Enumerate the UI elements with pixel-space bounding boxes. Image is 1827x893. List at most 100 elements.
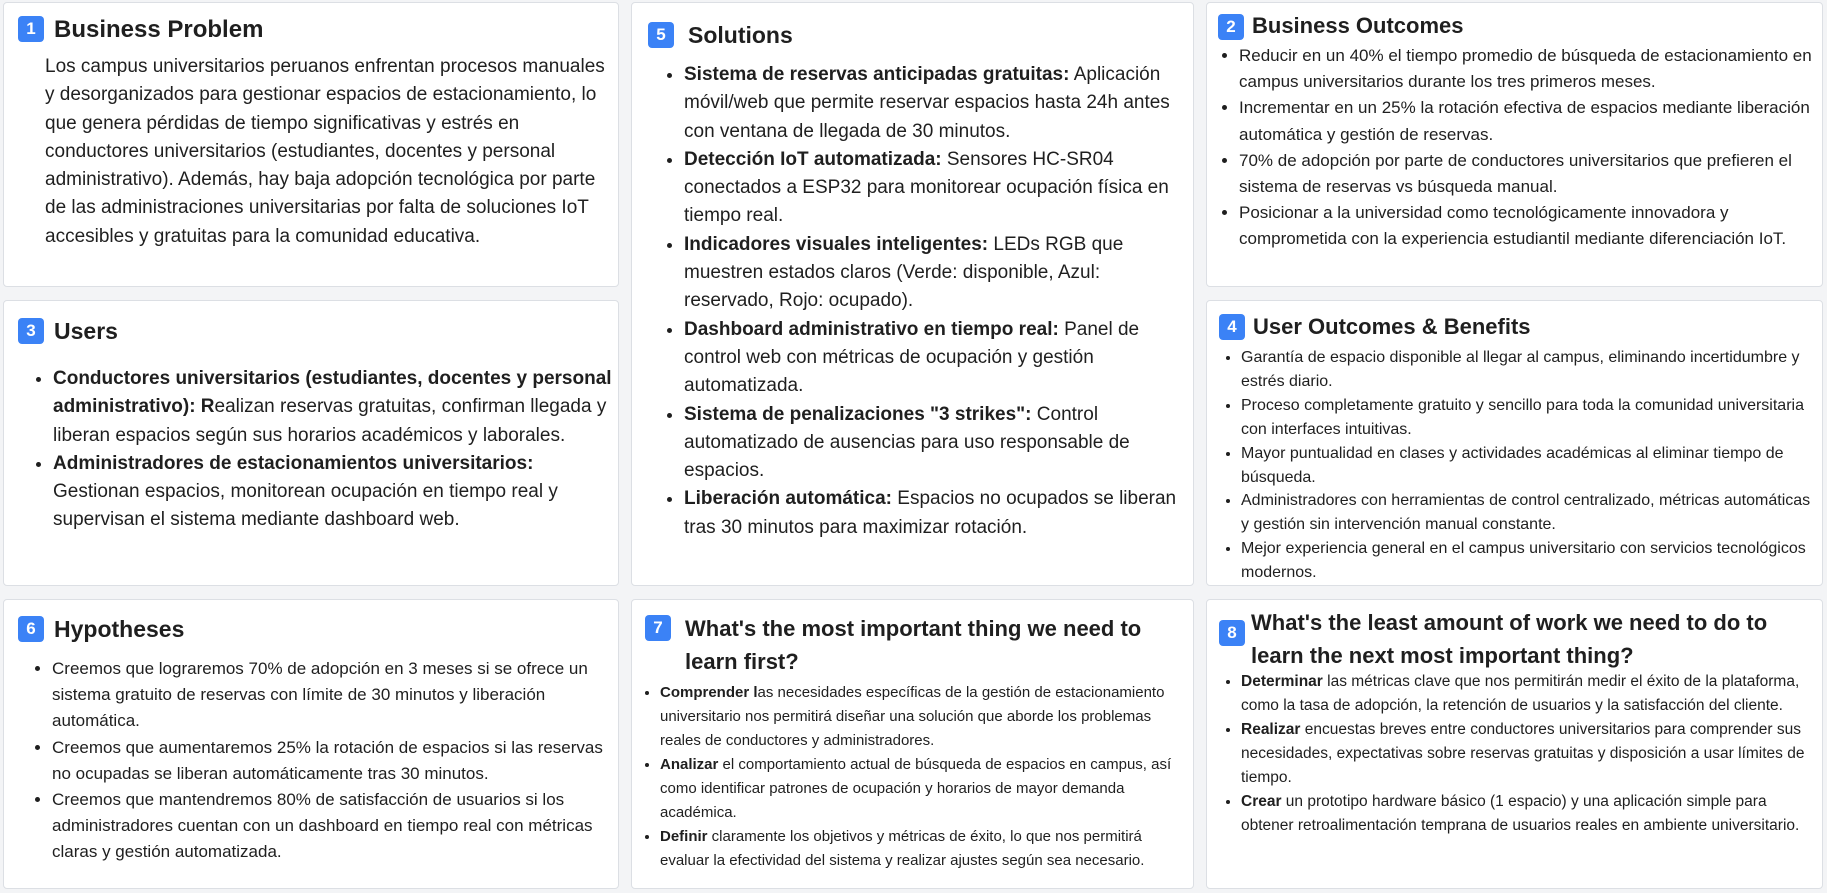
card-users: 3 Users Conductores universitarios (estu… <box>3 300 619 586</box>
card-hypotheses: 6 Hypotheses Creemos que lograremos 70% … <box>3 599 619 889</box>
list-item: Indicadores visuales inteligentes: LEDs … <box>684 231 1185 316</box>
list-item: Proceso completamente gratuito y sencill… <box>1241 394 1818 442</box>
card-title: Business Problem <box>54 16 264 43</box>
item-lead: Analizar <box>660 756 719 773</box>
card-title: User Outcomes & Benefits <box>1253 314 1531 339</box>
item-lead: Indicadores visuales inteligentes: <box>684 233 989 255</box>
card-number-badge: 3 <box>18 318 44 344</box>
user-outcomes-list: Garantía de espacio disponible al llegar… <box>1220 346 1818 585</box>
card-header: 8 What's the least amount of work we nee… <box>1219 606 1809 672</box>
item-text: as necesidades específicas de la gestión… <box>660 684 1165 749</box>
list-item: Mejor experiencia general en el campus u… <box>1241 537 1818 585</box>
card-number-badge: 7 <box>645 615 671 641</box>
card-title: What's the least amount of work we need … <box>1251 610 1768 668</box>
list-item: Analizar el comportamiento actual de bús… <box>660 753 1192 825</box>
card-header: 7 What's the most important thing we nee… <box>645 612 1165 678</box>
item-lead: Conductores universitarios (estudiantes,… <box>53 368 612 418</box>
item-text: el comportamiento actual de búsqueda de … <box>660 756 1172 821</box>
card-body: Comprender las necesidades específicas d… <box>642 681 1192 873</box>
list-item: Creemos que lograremos 70% de adopción e… <box>52 656 611 735</box>
list-item: Incrementar en un 25% la rotación efecti… <box>1239 95 1818 147</box>
item-text: encuestas breves entre conductores unive… <box>1241 721 1805 786</box>
card-least-work: 8 What's the least amount of work we nee… <box>1206 599 1823 889</box>
list-item: Dashboard administrativo en tiempo real:… <box>684 316 1185 401</box>
item-text: ealizan reservas gratuitas, confirman ll… <box>53 396 607 446</box>
item-text: Panel de control web con métricas de ocu… <box>684 318 1140 397</box>
business-outcomes-list: Reducir en un 40% el tiempo promedio de … <box>1218 43 1818 253</box>
list-item: Detección IoT automatizada: Sensores HC-… <box>684 146 1185 231</box>
card-title: Business Outcomes <box>1252 13 1464 38</box>
card-body: Creemos que lograremos 70% de adopción e… <box>31 656 611 866</box>
item-text: Aplicación móvil/web que permite reserva… <box>684 64 1170 142</box>
list-item: 70% de adopción por parte de conductores… <box>1239 148 1818 200</box>
card-header: 6 Hypotheses <box>18 613 184 646</box>
list-item: Determinar las métricas clave que nos pe… <box>1241 670 1820 718</box>
item-lead: Detección IoT automatizada: <box>684 148 942 170</box>
item-lead: Definir <box>660 828 708 845</box>
card-business-problem: 1 Business Problem Los campus universita… <box>3 2 619 287</box>
item-text: Sensores HC-SR04 conectados a ESP32 para… <box>684 148 1169 227</box>
card-number-badge: 1 <box>18 16 44 42</box>
card-header: 1 Business Problem <box>18 13 263 46</box>
item-lead: Comprender l <box>660 684 758 701</box>
least-work-list: Determinar las métricas clave que nos pe… <box>1220 670 1820 838</box>
list-item: Reducir en un 40% el tiempo promedio de … <box>1239 43 1818 95</box>
list-item: Creemos que aumentaremos 25% la rotación… <box>52 735 611 787</box>
card-title: Solutions <box>688 22 793 48</box>
card-body: Reducir en un 40% el tiempo promedio de … <box>1218 43 1818 253</box>
list-item: Creemos que mantendremos 80% de satisfac… <box>52 787 611 866</box>
card-body: Conductores universitarios (estudiantes,… <box>32 365 614 535</box>
card-title: Hypotheses <box>54 616 185 642</box>
item-text: Espacios no ocupados se liberan tras 30 … <box>684 488 1177 538</box>
list-item: Posicionar a la universidad como tecnoló… <box>1239 200 1818 252</box>
list-item: Liberación automática: Espacios no ocupa… <box>684 485 1185 542</box>
item-lead: Sistema de reservas anticipadas gratuita… <box>684 64 1070 85</box>
card-learn-first: 7 What's the most important thing we nee… <box>631 599 1194 889</box>
item-text: un prototipo hardware básico (1 espacio)… <box>1241 793 1800 834</box>
card-body: Determinar las métricas clave que nos pe… <box>1220 670 1820 838</box>
card-number-badge: 4 <box>1219 314 1245 340</box>
list-item: Garantía de espacio disponible al llegar… <box>1241 346 1818 394</box>
item-lead: Realizar <box>1241 721 1301 738</box>
card-solutions: 5 Solutions Sistema de reservas anticipa… <box>631 2 1194 586</box>
list-item: Conductores universitarios (estudiantes,… <box>53 365 614 450</box>
users-list: Conductores universitarios (estudiantes,… <box>32 365 614 535</box>
item-lead: Dashboard administrativo en tiempo real: <box>684 318 1059 340</box>
list-item: Comprender las necesidades específicas d… <box>660 681 1192 753</box>
item-text: LEDs RGB que muestren estados claros (Ve… <box>684 233 1124 312</box>
item-text: las métricas clave que nos permitirán me… <box>1241 673 1800 714</box>
item-text: Gestionan espacios, monitorean ocupación… <box>53 481 558 531</box>
item-lead: Determinar <box>1241 673 1323 690</box>
card-number-badge: 8 <box>1219 620 1245 646</box>
card-title: Users <box>54 318 118 344</box>
card-header: 3 Users <box>18 315 118 348</box>
card-number-badge: 5 <box>648 22 674 48</box>
item-text: claramente los objetivos y métricas de é… <box>660 828 1145 869</box>
item-text: Control automatizado de ausencias para u… <box>684 403 1130 482</box>
list-item: Realizar encuestas breves entre conducto… <box>1241 718 1820 790</box>
card-body: Garantía de espacio disponible al llegar… <box>1220 346 1818 585</box>
card-header: 5 Solutions <box>648 19 793 52</box>
learn-first-list: Comprender las necesidades específicas d… <box>642 681 1192 873</box>
list-item: Sistema de reservas anticipadas gratuita… <box>684 61 1185 146</box>
list-item: Crear un prototipo hardware básico (1 es… <box>1241 790 1820 838</box>
solutions-list: Sistema de reservas anticipadas gratuita… <box>663 61 1185 542</box>
list-item: Mayor puntualidad en clases y actividade… <box>1241 442 1818 490</box>
item-lead: Crear <box>1241 793 1282 810</box>
item-lead: Administradores de estacionamientos univ… <box>53 452 534 474</box>
card-body: Sistema de reservas anticipadas gratuita… <box>663 61 1185 542</box>
list-item: Administradores con herramientas de cont… <box>1241 489 1818 537</box>
list-item: Sistema de penalizaciones "3 strikes": C… <box>684 401 1185 486</box>
item-lead: Sistema de penalizaciones "3 strikes": <box>684 403 1032 425</box>
card-number-badge: 2 <box>1218 14 1244 40</box>
problem-statement: Los campus universitarios peruanos enfre… <box>45 56 605 247</box>
card-user-outcomes: 4 User Outcomes & Benefits Garantía de e… <box>1206 300 1823 586</box>
list-item: Definir claramente los objetivos y métri… <box>660 825 1192 873</box>
card-title: What's the most important thing we need … <box>685 616 1142 674</box>
card-header: 4 User Outcomes & Benefits <box>1219 311 1531 342</box>
card-number-badge: 6 <box>18 616 44 642</box>
card-business-outcomes: 2 Business Outcomes Reducir en un 40% el… <box>1206 2 1823 287</box>
hypotheses-list: Creemos que lograremos 70% de adopción e… <box>31 656 611 866</box>
card-header: 2 Business Outcomes <box>1218 11 1464 41</box>
card-body: Los campus universitarios peruanos enfre… <box>45 53 605 251</box>
